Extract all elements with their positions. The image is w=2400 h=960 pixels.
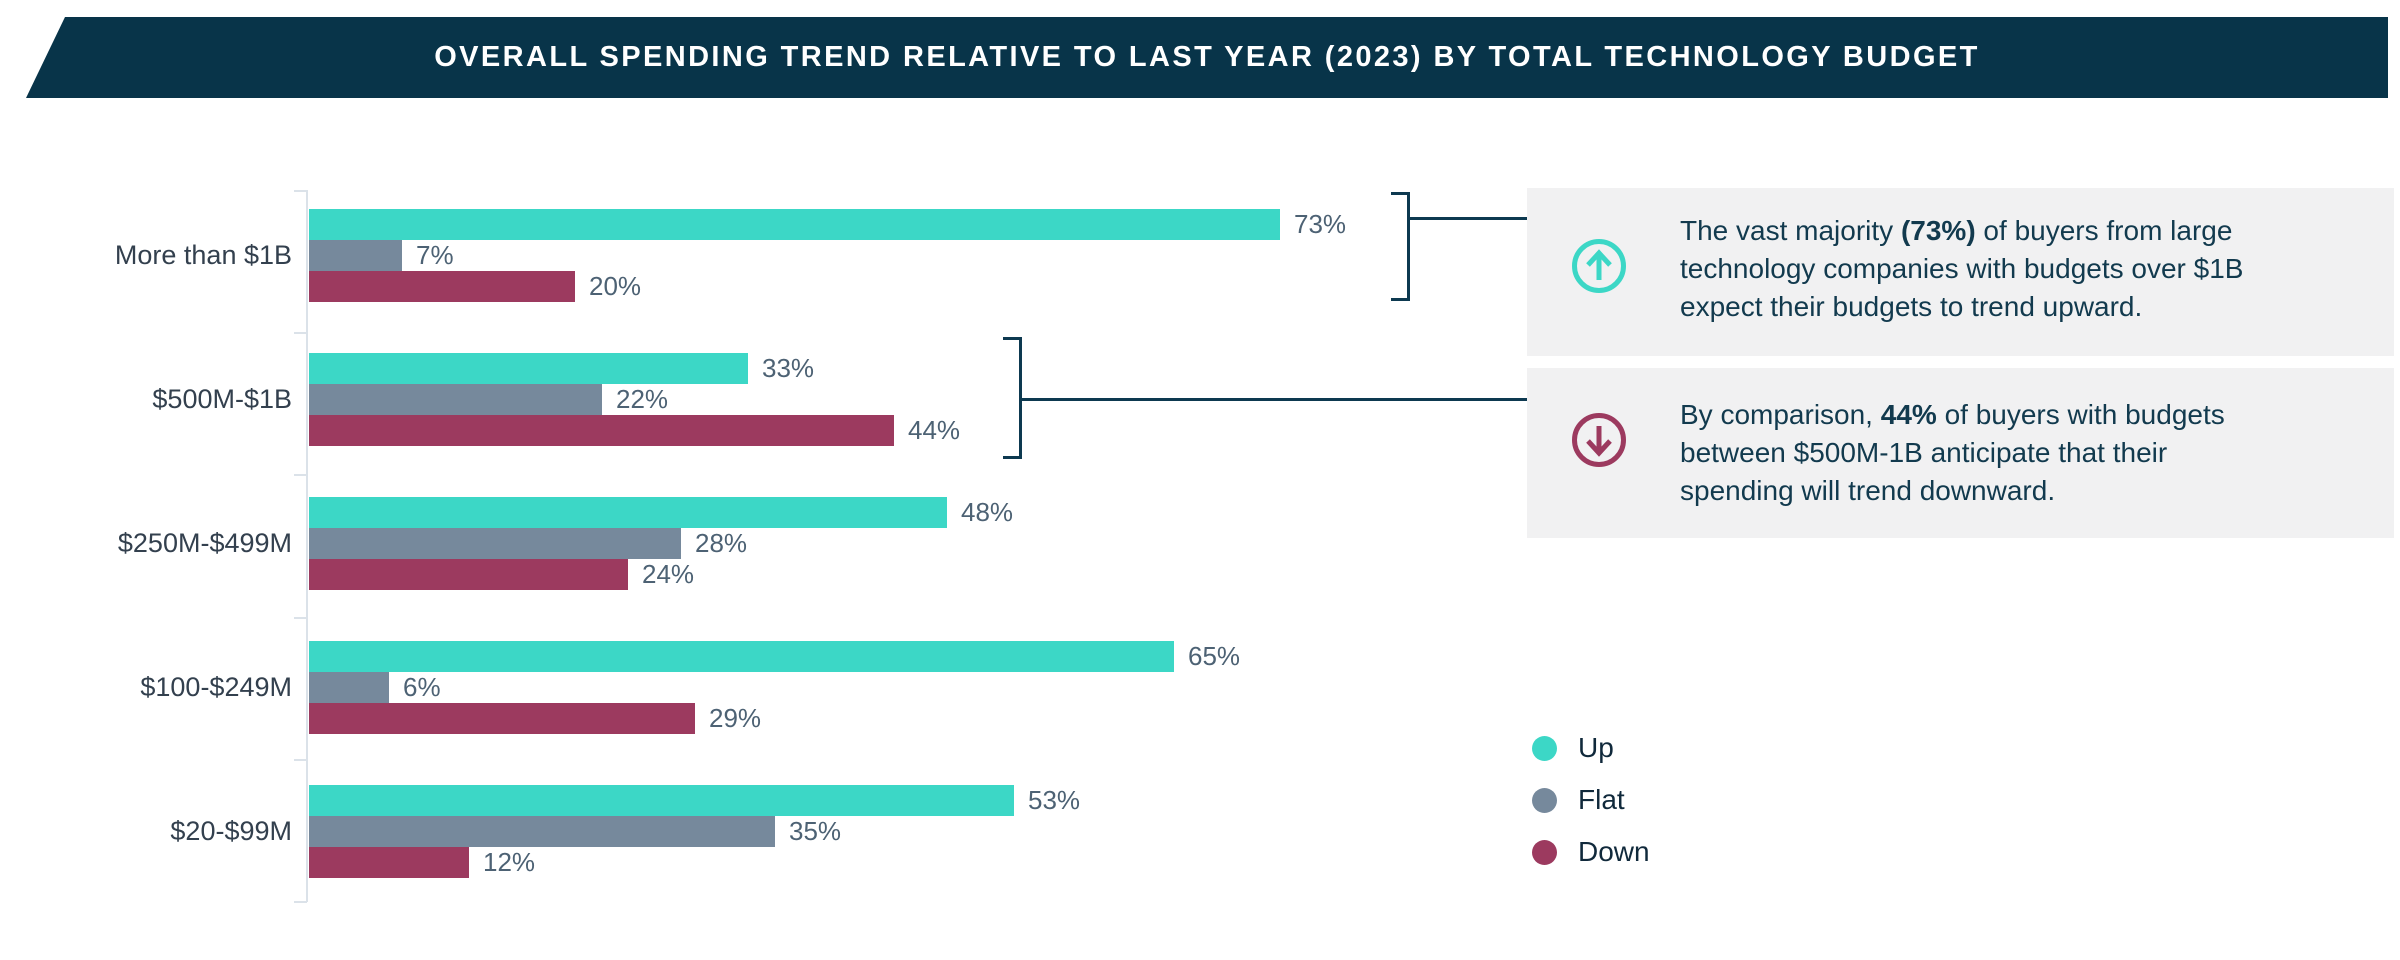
bar-flat-100-249m (309, 672, 389, 703)
bar-flat-more-than-1b (309, 240, 402, 271)
legend-item-up: Up (1532, 722, 1650, 774)
legend-swatch-flat (1532, 787, 1557, 813)
circle-arrow-up-icon (1571, 238, 1627, 294)
bar-flat-500m-1b (309, 384, 602, 415)
bar-value-down-20-99m: 12% (483, 847, 536, 877)
callout-down: By comparison, 44% of buyers with budget… (1527, 368, 2394, 538)
category-label-100-249m: $100-$249M (140, 672, 292, 702)
legend-item-down: Down (1532, 826, 1650, 878)
bar-value-flat-20-99m: 35% (789, 816, 842, 846)
bar-value-up-more-than-1b: 73% (1294, 209, 1347, 239)
bracket-down-vertical (1019, 337, 1022, 459)
bar-flat-250m-499m (309, 528, 681, 559)
bar-value-flat-more-than-1b: 7% (416, 240, 454, 270)
bar-value-down-more-than-1b: 20% (589, 271, 642, 301)
axis-tick-1 (294, 332, 307, 334)
bar-value-up-20-99m: 53% (1028, 785, 1081, 815)
legend-swatch-up (1532, 735, 1557, 761)
bar-up-250m-499m (309, 497, 947, 528)
axis-tick-4 (294, 759, 307, 761)
bar-down-20-99m (309, 847, 469, 878)
category-label-more-than-1b: More than $1B (114, 240, 292, 270)
legend-swatch-down (1532, 839, 1557, 865)
callout-up-text: The vast majority (73%) of buyers from l… (1680, 215, 2244, 322)
legend-label-down: Down (1578, 836, 1650, 867)
legend-label-flat: Flat (1578, 784, 1625, 815)
bar-value-flat-100-249m: 6% (403, 672, 441, 702)
bar-value-down-250m-499m: 24% (642, 559, 695, 589)
legend: Up Flat Down (1532, 722, 1650, 878)
bracket-down-top-cap (1003, 337, 1022, 340)
connector-up-line (1410, 217, 1527, 220)
callout-up: The vast majority (73%) of buyers from l… (1527, 188, 2394, 356)
bracket-up-vertical (1407, 192, 1410, 301)
bar-flat-20-99m (309, 816, 775, 847)
chart-title: OVERALL SPENDING TREND RELATIVE TO LAST … (434, 41, 1980, 73)
bar-up-500m-1b (309, 353, 748, 384)
category-label-500m-1b: $500M-$1B (152, 384, 292, 414)
circle-arrow-down-icon (1571, 412, 1627, 468)
bracket-up-bottom-cap (1391, 298, 1410, 301)
bracket-up-top-cap (1391, 192, 1410, 195)
axis-tick-2 (294, 474, 307, 476)
axis-tick-5 (294, 901, 307, 903)
bar-value-down-100-249m: 29% (709, 703, 762, 733)
category-axis-line (306, 190, 308, 902)
axis-tick-3 (294, 617, 307, 619)
bracket-down-bottom-cap (1003, 456, 1022, 459)
bar-up-more-than-1b (309, 209, 1280, 240)
bar-value-up-500m-1b: 33% (762, 353, 815, 383)
bar-value-down-500m-1b: 44% (908, 415, 961, 445)
bar-up-20-99m (309, 785, 1014, 816)
bar-down-250m-499m (309, 559, 628, 590)
bar-down-100-249m (309, 703, 695, 734)
category-label-20-99m: $20-$99M (170, 816, 292, 846)
title-banner: OVERALL SPENDING TREND RELATIVE TO LAST … (26, 17, 2388, 98)
category-label-250m-499m: $250M-$499M (117, 528, 292, 558)
bar-value-flat-500m-1b: 22% (616, 384, 669, 414)
connector-down-line (1022, 398, 1527, 401)
axis-tick-0 (294, 190, 307, 192)
callout-down-text: By comparison, 44% of buyers with budget… (1680, 399, 2225, 506)
legend-label-up: Up (1578, 732, 1614, 763)
bar-down-more-than-1b (309, 271, 575, 302)
bar-down-500m-1b (309, 415, 894, 446)
bar-up-100-249m (309, 641, 1174, 672)
bar-value-flat-250m-499m: 28% (695, 528, 748, 558)
legend-item-flat: Flat (1532, 774, 1650, 826)
bar-value-up-250m-499m: 48% (961, 497, 1014, 527)
bar-value-up-100-249m: 65% (1188, 641, 1241, 671)
